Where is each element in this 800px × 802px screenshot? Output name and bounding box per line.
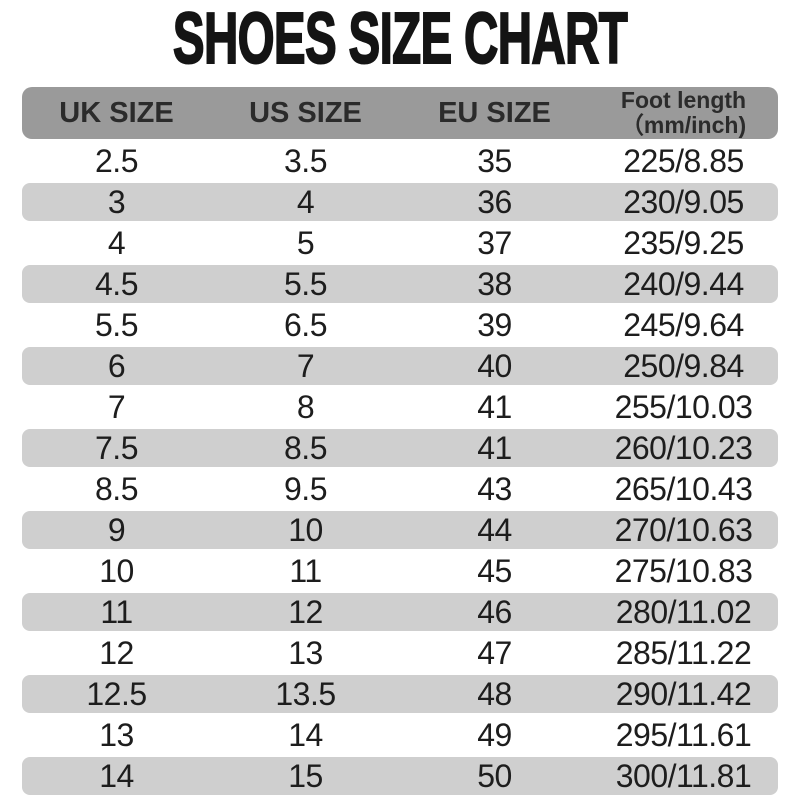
foot-length-cell: 240/9.44 — [589, 265, 778, 303]
eu-size-cell: 45 — [477, 552, 512, 589]
uk-size-cell: 12.5 — [22, 675, 211, 713]
table-row: 12 13 47 285/11.22 — [22, 634, 778, 672]
eu-size-cell: 37 — [477, 224, 512, 261]
us-size-cell: 15 — [211, 757, 400, 795]
uk-size-cell: 3 — [22, 183, 211, 221]
uk-size-cell: 13 — [99, 716, 134, 753]
table-row: 11 12 46 280/11.02 — [22, 593, 778, 631]
table-row: 9 10 44 270/10.63 — [22, 511, 778, 549]
header-row: UK SIZE US SIZE EU SIZE Foot length （mm/… — [22, 87, 778, 139]
us-size-cell: 13 — [288, 634, 323, 671]
uk-size-cell: 4.5 — [22, 265, 211, 303]
uk-size-cell: 12 — [99, 634, 134, 671]
eu-size-cell: 46 — [400, 593, 589, 631]
us-size-cell: 9.5 — [284, 470, 327, 507]
foot-length-cell: 270/10.63 — [589, 511, 778, 549]
size-chart-page: SHOES SIZE CHART UK SIZE US SIZE EU SIZE… — [22, 0, 778, 798]
uk-size-cell: 2.5 — [95, 142, 138, 179]
table-row: 7 8 41 255/10.03 — [22, 388, 778, 426]
size-table: UK SIZE US SIZE EU SIZE Foot length （mm/… — [22, 84, 778, 798]
foot-length-cell: 285/11.22 — [615, 634, 752, 671]
foot-length-cell: 245/9.64 — [623, 306, 744, 343]
uk-size-cell: 8.5 — [95, 470, 138, 507]
us-size-cell: 8.5 — [211, 429, 400, 467]
eu-size-cell: 49 — [477, 716, 512, 753]
foot-length-cell: 250/9.84 — [589, 347, 778, 385]
uk-size-cell: 14 — [22, 757, 211, 795]
us-size-cell: 10 — [211, 511, 400, 549]
table-row: 10 11 45 275/10.83 — [22, 552, 778, 590]
eu-size-cell: 35 — [477, 142, 512, 179]
foot-length-cell: 290/11.42 — [589, 675, 778, 713]
us-size-cell: 12 — [211, 593, 400, 631]
us-size-cell: 14 — [288, 716, 323, 753]
eu-size-cell: 36 — [400, 183, 589, 221]
foot-length-cell: 275/10.83 — [614, 552, 753, 589]
uk-size-cell: 7 — [107, 388, 126, 425]
table-row: 7.5 8.5 41 260/10.23 — [22, 429, 778, 467]
table-row: 8.5 9.5 43 265/10.43 — [22, 470, 778, 508]
uk-size-cell: 7.5 — [22, 429, 211, 467]
table-row: 5.5 6.5 39 245/9.64 — [22, 306, 778, 344]
foot-length-cell: 260/10.23 — [589, 429, 778, 467]
eu-size-cell: 41 — [477, 388, 512, 425]
us-size-cell: 5 — [296, 224, 315, 261]
us-size-cell: 3.5 — [284, 142, 327, 179]
header-foot-length-label: Foot length — [620, 87, 747, 113]
table-row: 2.5 3.5 35 225/8.85 — [22, 142, 778, 180]
foot-length-cell: 300/11.81 — [589, 757, 778, 795]
table-row: 4 5 37 235/9.25 — [22, 224, 778, 262]
us-size-cell: 6.5 — [284, 306, 327, 343]
foot-length-cell: 295/11.61 — [615, 716, 752, 753]
us-size-cell: 13.5 — [211, 675, 400, 713]
uk-size-cell: 6 — [22, 347, 211, 385]
eu-size-cell: 44 — [400, 511, 589, 549]
eu-size-cell: 41 — [400, 429, 589, 467]
eu-size-cell: 43 — [477, 470, 512, 507]
uk-size-cell: 5.5 — [95, 306, 138, 343]
eu-size-cell: 38 — [400, 265, 589, 303]
table-row: 4.5 5.5 38 240/9.44 — [22, 265, 778, 303]
table-row: 12.5 13.5 48 290/11.42 — [22, 675, 778, 713]
us-size-cell: 8 — [296, 388, 315, 425]
foot-length-cell: 230/9.05 — [589, 183, 778, 221]
table-row: 6 7 40 250/9.84 — [22, 347, 778, 385]
uk-size-cell: 9 — [22, 511, 211, 549]
foot-length-cell: 265/10.43 — [614, 470, 753, 507]
table-row: 3 4 36 230/9.05 — [22, 183, 778, 221]
size-table-header: UK SIZE US SIZE EU SIZE Foot length （mm/… — [22, 87, 778, 139]
uk-size-cell: 10 — [99, 552, 134, 589]
us-size-cell: 11 — [289, 552, 322, 589]
us-size-cell: 7 — [211, 347, 400, 385]
foot-length-cell: 225/8.85 — [623, 142, 744, 179]
uk-size-cell: 11 — [22, 593, 211, 631]
header-us-size: US SIZE — [211, 87, 400, 139]
eu-size-cell: 50 — [400, 757, 589, 795]
us-size-cell: 5.5 — [211, 265, 400, 303]
uk-size-cell: 4 — [107, 224, 126, 261]
eu-size-cell: 40 — [400, 347, 589, 385]
foot-length-cell: 280/11.02 — [589, 593, 778, 631]
table-row: 14 15 50 300/11.81 — [22, 757, 778, 795]
header-eu-size: EU SIZE — [400, 87, 589, 139]
eu-size-cell: 47 — [477, 634, 512, 671]
header-foot-length: Foot length （mm/inch) — [589, 87, 778, 139]
eu-size-cell: 39 — [477, 306, 512, 343]
header-uk-size: UK SIZE — [22, 87, 211, 139]
eu-size-cell: 48 — [400, 675, 589, 713]
us-size-cell: 4 — [211, 183, 400, 221]
size-table-body: 2.5 3.5 35 225/8.85 3 4 36 230/9.05 4 5 … — [22, 142, 778, 795]
foot-length-cell: 235/9.25 — [623, 224, 744, 261]
page-title: SHOES SIZE CHART — [172, 0, 628, 79]
table-row: 13 14 49 295/11.61 — [22, 716, 778, 754]
header-foot-length-unit: （mm/inch) — [620, 112, 747, 138]
foot-length-cell: 255/10.03 — [614, 388, 753, 425]
